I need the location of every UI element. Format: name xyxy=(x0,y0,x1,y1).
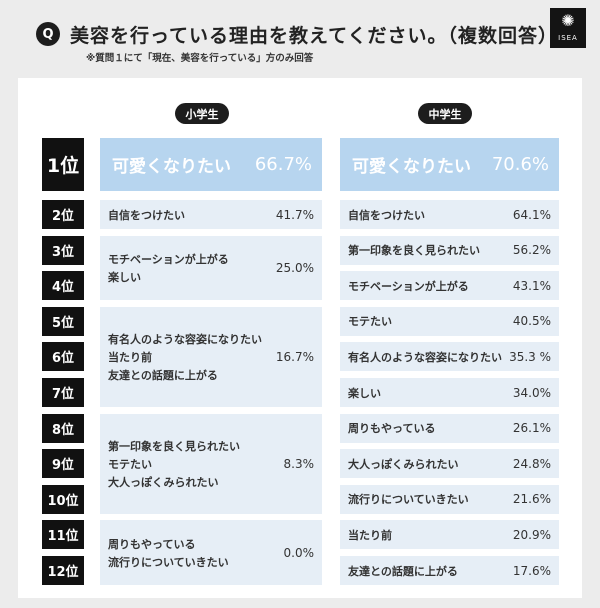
entry-box: 当たり前 20.9% xyxy=(340,520,559,550)
rank-label: 2位 xyxy=(42,200,84,229)
entry-box: 自信をつけたい 64.1% xyxy=(340,200,559,229)
rank-label: 5位 xyxy=(42,306,84,336)
percent-label: 16.7% xyxy=(275,349,314,364)
percent-label: 20.9% xyxy=(512,527,551,542)
entry-items: 周りもやっている流行りについていきたい xyxy=(108,520,229,585)
entry-items: モチベーションが上がる xyxy=(348,271,469,300)
entry-items: モチベーションが上がる 楽しい xyxy=(108,236,229,301)
entry-items: 楽しい xyxy=(348,378,381,407)
rank-label: 8位 xyxy=(42,413,84,443)
rank-label: 12位 xyxy=(42,556,84,585)
entry-items: 第一印象を良く見られたい モテたい大人っぽくみられたい xyxy=(108,414,240,514)
percent-label: 21.6% xyxy=(512,492,551,507)
entry-items: 可愛くなりたい xyxy=(352,138,471,191)
percent-label: 40.5% xyxy=(512,314,551,329)
reason-label: モテたい xyxy=(348,315,392,329)
logo-text: ISEA xyxy=(558,34,578,42)
reason-label: 第一印象を良く見られたい xyxy=(108,439,240,453)
entry-items: 大人っぽくみられたい xyxy=(348,449,458,478)
entry-box: 第一印象を良く見られたい モテたい大人っぽくみられたい 8.3% xyxy=(100,413,322,514)
entry-box: 周りもやっている流行りについていきたい 0.0% xyxy=(100,520,322,585)
entry-box: 楽しい 34.0% xyxy=(340,378,559,407)
reason-label: 当たり前 xyxy=(108,350,152,364)
percent-label: 66.7% xyxy=(254,154,312,175)
reason-label: 友達との話題に上がる xyxy=(348,564,458,578)
reason-label: 当たり前 xyxy=(348,528,392,542)
percent-label: 70.6% xyxy=(491,154,549,175)
entry-box: 大人っぽくみられたい 24.8% xyxy=(340,449,559,479)
percent-label: 43.1% xyxy=(512,278,551,293)
entry-box: 可愛くなりたい 66.7% xyxy=(100,138,322,191)
reason-label: 大人っぽくみられたい xyxy=(348,457,459,471)
entry-items: 有名人のような容姿になりたい xyxy=(348,342,502,371)
sunburst-icon: ✺ xyxy=(561,11,575,30)
percent-label: 8.3% xyxy=(283,456,315,471)
reason-label: 周りもやっている xyxy=(348,422,436,436)
reason-label: 周りもやっている xyxy=(108,537,196,551)
percent-label: 26.1% xyxy=(512,421,551,436)
rank-label: 10位 xyxy=(42,484,84,514)
reason-label: 大人っぽくみられたい xyxy=(108,475,219,489)
rank-label: 6位 xyxy=(42,342,84,372)
entry-items: 友達との話題に上がる xyxy=(348,556,458,585)
entry-items: 第一印象を良く見られたい xyxy=(348,236,480,265)
entry-box: 流行りについていきたい 21.6% xyxy=(340,484,559,514)
reason-label: 自信をつけたい xyxy=(348,208,425,222)
entry-box: 可愛くなりたい 70.6% xyxy=(340,138,559,191)
entry-items: 自信をつけたい xyxy=(348,200,425,229)
reason-label: 有名人のような容姿になりたい xyxy=(108,332,262,346)
reason-label: モチベーションが上がる xyxy=(348,279,469,293)
group-label: 小学生 xyxy=(175,103,229,124)
percent-label: 35.3 % xyxy=(509,349,551,364)
rank-label: 1位 xyxy=(42,138,84,191)
percent-label: 0.0% xyxy=(283,545,315,560)
entry-box: 周りもやっている 26.1% xyxy=(340,413,559,443)
rank-label: 11位 xyxy=(42,520,84,550)
entry-items: 可愛くなりたい xyxy=(112,138,231,191)
question-badge: Q xyxy=(36,22,60,46)
percent-label: 56.2% xyxy=(512,243,551,258)
entry-box: モチベーションが上がる 43.1% xyxy=(340,271,559,301)
entry-box: 有名人のような容姿になりたい 35.3 % xyxy=(340,342,559,372)
reason-label: 流行りについていきたい xyxy=(348,493,469,507)
entry-items: 周りもやっている xyxy=(348,414,435,443)
percent-label: 34.0% xyxy=(512,385,551,400)
percent-label: 64.1% xyxy=(512,207,551,222)
entry-box: 自信をつけたい 41.7% xyxy=(100,200,322,229)
reason-label: 可愛くなりたい xyxy=(352,157,471,177)
question-note: ※質問１にて「現在、美容を行っている」方のみ回答 xyxy=(86,53,314,64)
reason-label: 有名人のような容姿になりたい xyxy=(348,350,502,364)
entry-box: モテたい 40.5% xyxy=(340,306,559,336)
percent-label: 17.6% xyxy=(512,563,551,578)
reason-label: 流行りについていきたい xyxy=(108,555,229,569)
rank-label: 9位 xyxy=(42,449,84,479)
entry-items: 有名人のような容姿になりたい 当たり前友達との話題に上がる xyxy=(108,307,262,407)
entry-box: 友達との話題に上がる 17.6% xyxy=(340,556,559,585)
reason-label: 友達との話題に上がる xyxy=(108,368,218,382)
brand-logo: ✺ ISEA xyxy=(550,8,586,48)
reason-label: モチベーションが上がる xyxy=(108,252,229,266)
rank-label: 7位 xyxy=(42,378,84,407)
entry-items: 当たり前 xyxy=(348,520,392,549)
entry-box: 有名人のような容姿になりたい 当たり前友達との話題に上がる 16.7% xyxy=(100,306,322,407)
reason-label: モテたい xyxy=(108,457,152,471)
question-title: 美容を行っている理由を教えてください。（複数回答） xyxy=(70,25,559,47)
reason-label: 楽しい xyxy=(108,270,141,284)
entry-items: 流行りについていきたい xyxy=(348,485,469,514)
entry-box: モチベーションが上がる 楽しい 25.0% xyxy=(100,235,322,301)
entry-items: 自信をつけたい xyxy=(108,200,185,229)
entry-box: 第一印象を良く見られたい 56.2% xyxy=(340,235,559,265)
rank-label: 3位 xyxy=(42,235,84,265)
percent-label: 25.0% xyxy=(275,260,314,275)
reason-label: 自信をつけたい xyxy=(108,208,185,222)
group-label: 中学生 xyxy=(418,103,472,124)
reason-label: 楽しい xyxy=(348,386,381,400)
reason-label: 可愛くなりたい xyxy=(112,157,231,177)
percent-label: 41.7% xyxy=(275,207,314,222)
rank-label: 4位 xyxy=(42,271,84,301)
entry-items: モテたい xyxy=(348,307,392,336)
reason-label: 第一印象を良く見られたい xyxy=(348,244,480,258)
percent-label: 24.8% xyxy=(512,456,551,471)
